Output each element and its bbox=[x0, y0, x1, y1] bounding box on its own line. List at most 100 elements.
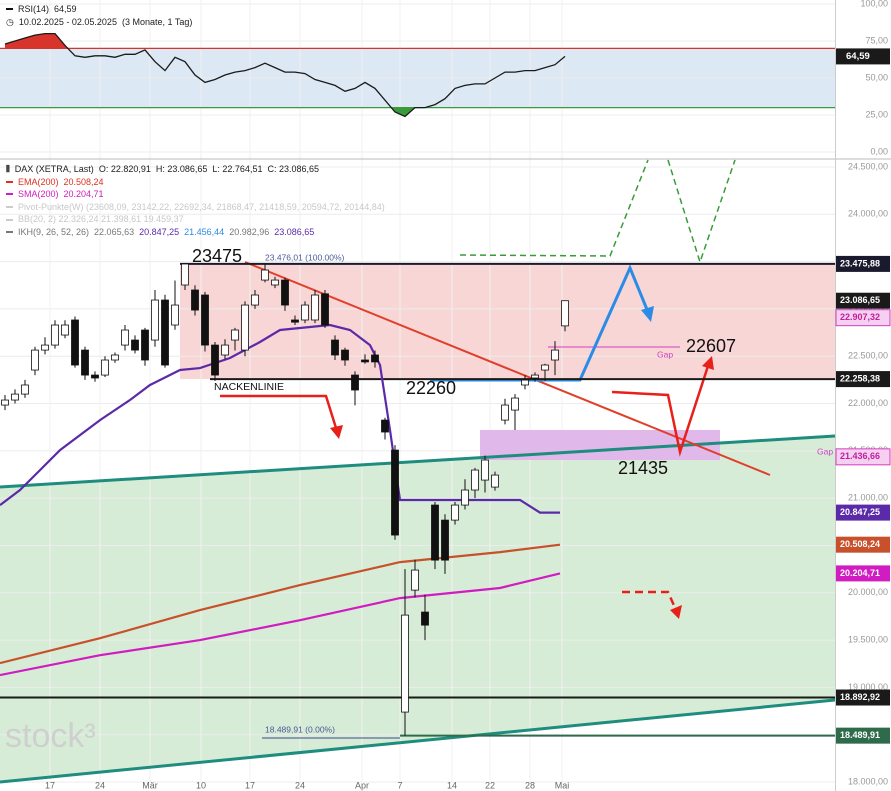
candle-body bbox=[111, 354, 119, 361]
candle-body bbox=[491, 474, 499, 488]
price-legend: ⫴ DAX (XETRA, Last) O: 22.820,91 H: 23.086,… bbox=[6, 163, 385, 239]
annotation: 23.476,01 (100.00%) bbox=[265, 252, 345, 262]
candle-body bbox=[531, 374, 539, 379]
channel-zone bbox=[0, 436, 835, 782]
legend-period: 10.02.2025 - 02.05.2025 bbox=[18, 16, 117, 27]
legend-value: 23.086,65 bbox=[274, 226, 315, 237]
price-tag bbox=[836, 292, 890, 309]
legend-row: IKH(9, 26, 52, 26) 22.065,63 20.847,25 21.4… bbox=[6, 226, 385, 239]
price-tag bbox=[836, 255, 890, 272]
red-dashed-arrow bbox=[622, 590, 678, 611]
candle-body bbox=[101, 359, 109, 376]
price-tag bbox=[836, 48, 890, 65]
red-arrow bbox=[220, 394, 338, 429]
y-tick-label: 20.000,00 bbox=[848, 587, 888, 597]
rsi-legend: RSI(14) 64,59 ◷ 10.02.2025 - 02.05.2025 (3 … bbox=[6, 3, 192, 28]
y-tick-label: 0,00 bbox=[870, 146, 888, 156]
legend-name: IKH(9, 26, 52, 26) bbox=[18, 226, 90, 237]
annotation: Gap bbox=[817, 446, 833, 456]
price-tag bbox=[836, 689, 890, 706]
price-tag-label: 20.847,25 bbox=[840, 507, 880, 517]
price-tag-label: 20.204,71 bbox=[840, 568, 880, 578]
arrow-head bbox=[702, 356, 714, 370]
candle-body bbox=[131, 339, 139, 351]
price-tag bbox=[836, 536, 890, 553]
candle-body bbox=[521, 379, 529, 386]
candle-body bbox=[331, 339, 339, 356]
legend-value: L: 22.764,51 bbox=[212, 164, 263, 174]
candle-body bbox=[71, 319, 79, 366]
price-tag-label: 22.907,32 bbox=[840, 312, 880, 322]
candle-body bbox=[201, 294, 209, 346]
resistance-zone bbox=[180, 263, 835, 380]
candle-body bbox=[471, 469, 479, 491]
candle-body bbox=[401, 614, 409, 713]
legend-title: RSI(14) bbox=[18, 4, 50, 14]
trend-line bbox=[244, 261, 771, 476]
indicator-line bbox=[0, 572, 561, 677]
y-tick-label: 22.000,00 bbox=[848, 398, 888, 408]
candle-body bbox=[11, 393, 19, 401]
y-tick-label: 75,00 bbox=[865, 35, 888, 45]
legend-row: Pivot-Punkte(W) (23608,09, 23142,22, 226… bbox=[6, 201, 385, 214]
price-tag-label: 23.475,88 bbox=[840, 258, 880, 268]
y-tick-label: 100,00 bbox=[860, 0, 888, 8]
candle-body bbox=[181, 263, 189, 286]
arrow-head bbox=[641, 306, 654, 322]
x-tick-label: 10 bbox=[196, 780, 206, 790]
background-layer bbox=[0, 48, 835, 782]
price-tag bbox=[836, 371, 890, 388]
candle-body bbox=[301, 304, 309, 321]
candle-body bbox=[241, 304, 249, 351]
y-tick-label: 22.500,00 bbox=[848, 351, 888, 361]
price-tag-label: 21.436,66 bbox=[840, 451, 880, 461]
candle-body bbox=[321, 293, 329, 326]
x-tick-label: 7 bbox=[397, 780, 402, 790]
legend-value: 20.508,24 bbox=[63, 176, 104, 187]
price-tag-label: 23.086,65 bbox=[840, 295, 880, 305]
candle-body bbox=[31, 349, 39, 371]
candle-body bbox=[251, 294, 259, 306]
rsi-line bbox=[4, 32, 566, 118]
candle-body bbox=[41, 344, 49, 351]
legend-value: 21.456,44 bbox=[184, 226, 225, 237]
legend-value: O: 22.820,91 bbox=[98, 164, 151, 174]
annotation: 21435 bbox=[618, 458, 668, 478]
x-tick-label: 17 bbox=[45, 780, 55, 790]
legend-row: ⫴ DAX (XETRA, Last) O: 22.820,91 H: 23.086,… bbox=[6, 164, 319, 174]
arrow-head bbox=[670, 605, 682, 619]
price-tag bbox=[835, 309, 891, 327]
candle-body bbox=[291, 319, 299, 323]
y-tick-label: 25,00 bbox=[865, 109, 888, 119]
y-tick-label: 19.000,00 bbox=[848, 682, 888, 692]
legend-faded: BB(20, 2) 22.326,24 21.398,61 19.459,37 bbox=[18, 214, 184, 225]
x-tick-label: 28 bbox=[525, 780, 535, 790]
candle-body bbox=[51, 324, 59, 346]
price-tag-label: 20.508,24 bbox=[840, 539, 880, 549]
candle-body bbox=[451, 504, 459, 521]
candle-body bbox=[541, 364, 549, 371]
x-tick-label: Apr bbox=[355, 780, 369, 790]
legend-value: C: 23.086,65 bbox=[267, 164, 319, 174]
candle-body bbox=[421, 611, 429, 626]
legend-faded: Pivot-Punkte(W) (23608,09, 23142,22, 226… bbox=[18, 201, 385, 212]
channel-lower bbox=[0, 698, 836, 784]
candle-body bbox=[481, 459, 489, 481]
x-tick-label: Mär bbox=[142, 780, 158, 790]
drawings bbox=[0, 159, 836, 784]
candle-body bbox=[231, 329, 239, 341]
y-tick-label: 18.000,00 bbox=[848, 776, 888, 786]
legend-row: BB(20, 2) 22.326,24 21.398,61 19.459,37 bbox=[6, 213, 385, 226]
candle-body bbox=[561, 300, 569, 327]
x-tick-label: 24 bbox=[95, 780, 105, 790]
price-tag bbox=[836, 504, 890, 521]
legend-name: SMA(200) bbox=[18, 189, 59, 200]
y-tick-label: 19.500,00 bbox=[848, 634, 888, 644]
x-tick-label: Mai bbox=[555, 780, 570, 790]
candle-body bbox=[1, 399, 9, 406]
candle-body bbox=[281, 279, 289, 306]
red-arrow bbox=[611, 365, 710, 457]
x-tick-label: 24 bbox=[295, 780, 305, 790]
candle-body bbox=[151, 299, 159, 341]
